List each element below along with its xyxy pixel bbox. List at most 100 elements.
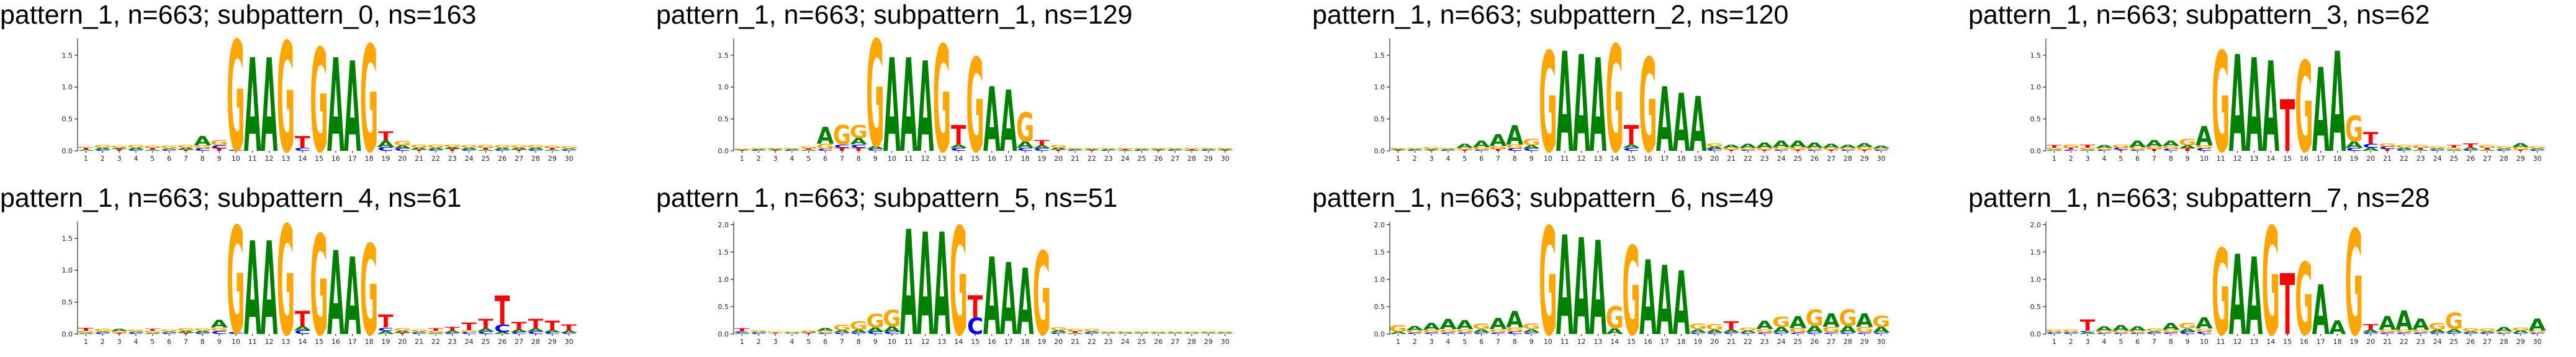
logo-letter-C: C	[2063, 149, 2079, 151]
logo-letter-G: G	[110, 330, 128, 333]
panel-title: pattern_1, n=663; subpattern_4, ns=61	[0, 183, 462, 213]
x-tick-label: 19	[1693, 155, 1702, 163]
logo-letter-G: G	[733, 148, 751, 150]
x-tick-label: 11	[2217, 338, 2225, 346]
logo-letter-A: A	[800, 332, 817, 333]
logo-letter-T: T	[1390, 150, 1406, 151]
logo-letter-C: C	[128, 332, 144, 334]
x-tick-label: 21	[2383, 155, 2392, 163]
logo-letter-A: A	[2062, 332, 2079, 333]
x-tick-label: 12	[265, 155, 274, 163]
logo-plot: 0.00.51.01.52.01 2 3 4 5 6 7 8 9 10 11 12 13 14 15 16 17…	[718, 197, 1235, 357]
logo-letter-A: A	[734, 333, 751, 335]
logo-letter-T: T	[2180, 148, 2195, 152]
x-tick-label: 19	[381, 155, 390, 163]
logo-letter-C: C	[1473, 332, 1489, 335]
logo-letter-A: A	[1706, 329, 1723, 333]
logo-letter-A: A	[2412, 316, 2430, 333]
logo-letter-A: A	[1439, 148, 1457, 150]
x-tick-label: 25	[2449, 155, 2458, 163]
logo-letter-C: C	[2129, 149, 2145, 151]
logo-letter-T: T	[112, 332, 127, 334]
logo-letter-T: T	[2513, 149, 2529, 151]
logo-letter-A: A	[527, 147, 544, 150]
logo-letter-G: G	[143, 145, 161, 148]
x-tick-label: 4	[2102, 155, 2106, 163]
logo-letter-G: G	[750, 147, 768, 149]
x-tick-label: 6	[167, 338, 171, 346]
logo-letter-A: A	[850, 137, 867, 147]
x-tick-label: 28	[1187, 155, 1196, 163]
logo-letter-C: C	[194, 148, 210, 152]
logo-letter-G: G	[750, 330, 768, 332]
x-tick-label: 17	[348, 155, 357, 163]
logo-letter-A: A	[344, 36, 361, 180]
logo-letter-G: G	[2195, 145, 2213, 150]
x-tick-label: 4	[790, 338, 794, 346]
logo-letter-G: G	[110, 145, 128, 148]
logo-letter-A: A	[2096, 145, 2113, 149]
logo-letter-A: A	[1456, 318, 1474, 332]
logo-letter-G: G	[1872, 314, 1890, 331]
logo-letter-A: A	[1439, 317, 1457, 333]
logo-letter-A: A	[377, 330, 395, 335]
x-tick-label: 12	[921, 338, 930, 346]
logo-letter-A: A	[783, 332, 801, 334]
logo-letter-C: C	[1457, 332, 1473, 335]
logo-letter-G: G	[1755, 147, 1773, 150]
logo-letter-T: T	[145, 328, 161, 332]
logo-letter-T: T	[834, 147, 850, 152]
panel-title: pattern_1, n=663; subpattern_5, ns=51	[656, 183, 1118, 213]
x-tick-label: 3	[773, 338, 778, 346]
x-tick-label: 6	[2135, 338, 2140, 346]
logo-letter-C: C	[1840, 332, 1856, 335]
logo-letter-A: A	[817, 122, 834, 150]
logo-letter-T: T	[445, 148, 461, 151]
x-tick-label: 9	[1529, 338, 1534, 346]
logo-letter-A: A	[883, 32, 901, 182]
x-tick-label: 25	[2449, 338, 2458, 346]
logo-letter-T: T	[112, 148, 127, 151]
logo-letter-C: C	[2179, 332, 2195, 335]
logo-letter-C: C	[528, 331, 544, 335]
logo-letter-A: A	[1856, 309, 1873, 332]
x-tick-label: 14	[954, 338, 963, 346]
x-tick-label: 9	[1529, 155, 1534, 163]
x-tick-label: 12	[2233, 155, 2242, 163]
x-tick-label: 12	[921, 155, 930, 163]
logo-letter-C: C	[2096, 149, 2112, 151]
x-tick-label: 3	[1430, 338, 1434, 346]
logo-letter-C: C	[1523, 332, 1539, 335]
logo-letter-C: C	[2096, 333, 2112, 335]
logo-letter-C: C	[1840, 149, 1856, 151]
logo-letter-A: A	[800, 149, 817, 151]
logo-letter-G: G	[2178, 322, 2196, 330]
x-tick-label: 17	[1004, 338, 1013, 346]
logo-letter-G: G	[426, 143, 444, 148]
x-tick-label: 27	[1827, 338, 1835, 346]
x-tick-label: 16	[331, 155, 340, 163]
logo-letter-G: G	[2345, 109, 2363, 150]
logo-letter-A: A	[477, 149, 495, 151]
logo-letter-G: G	[2212, 24, 2230, 184]
logo-letter-A: A	[1217, 148, 1234, 150]
x-tick-label: 28	[2500, 155, 2508, 163]
x-tick-label: 14	[2266, 155, 2275, 163]
x-tick-label: 9	[2186, 155, 2190, 163]
x-tick-label: 11	[904, 155, 913, 163]
logo-letter-T: T	[178, 332, 194, 334]
logo-letter-T: T	[734, 327, 750, 333]
y-tick-label: 1.0	[62, 83, 73, 91]
x-tick-label: 12	[1577, 338, 1586, 346]
logo-letter-A: A	[1773, 325, 1790, 334]
logo-letter-A: A	[294, 325, 311, 332]
x-tick-label: 13	[281, 155, 290, 163]
logo-letter-A: A	[477, 328, 495, 333]
logo-letter-C: C	[1067, 150, 1083, 151]
x-tick-label: 2	[101, 338, 105, 346]
logo-letter-A: A	[1133, 148, 1151, 150]
y-tick-label: 1.5	[1374, 248, 1385, 256]
x-tick-label: 21	[1727, 338, 1736, 346]
logo-letter-A: A	[2379, 312, 2396, 334]
logo-letter-C: C	[784, 333, 800, 334]
